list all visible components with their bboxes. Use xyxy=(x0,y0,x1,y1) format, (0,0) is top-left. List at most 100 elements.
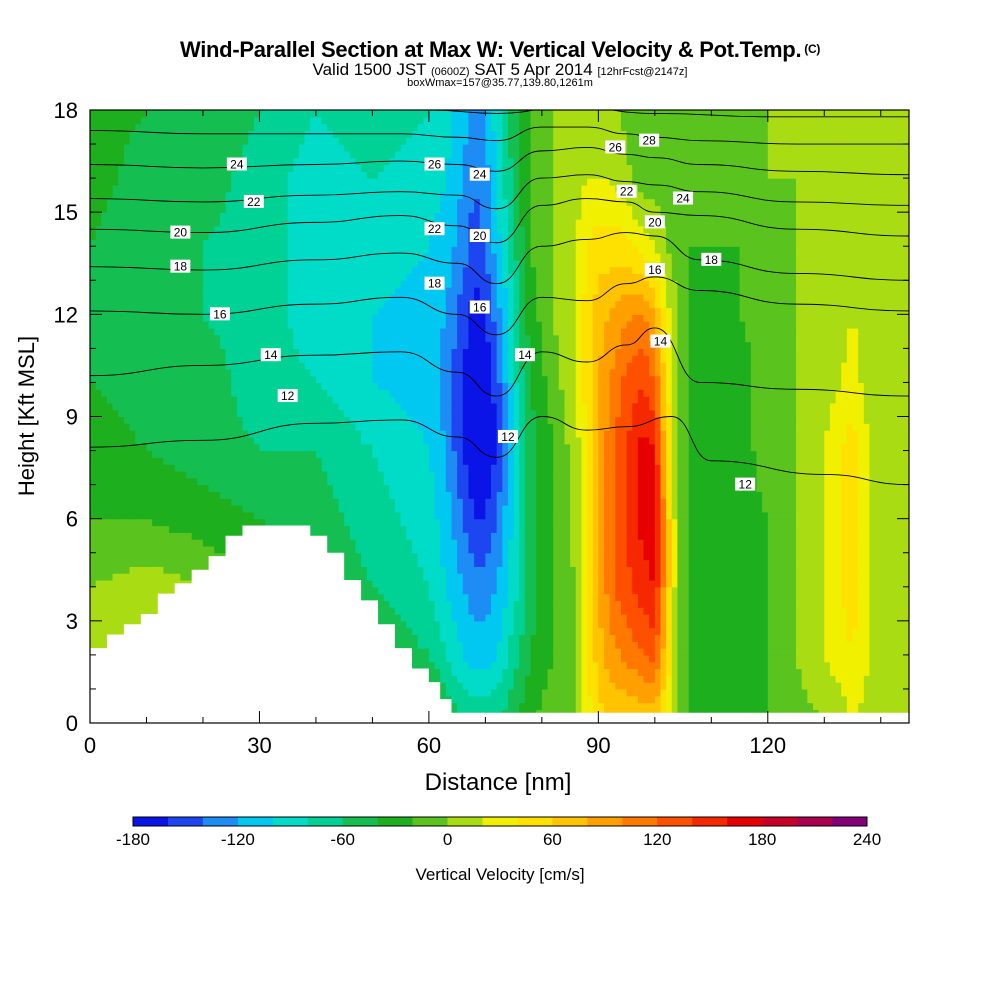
velocity-cell xyxy=(90,552,97,561)
velocity-cell xyxy=(451,552,458,561)
velocity-cell xyxy=(626,682,633,690)
velocity-cell xyxy=(858,518,865,527)
velocity-cell xyxy=(767,648,775,656)
velocity-cell xyxy=(186,573,193,581)
velocity-cell xyxy=(615,661,622,670)
velocity-cell xyxy=(892,525,899,533)
velocity-cell xyxy=(451,593,458,601)
velocity-cell xyxy=(191,511,198,520)
velocity-cell xyxy=(739,688,746,697)
velocity-cell xyxy=(383,484,390,493)
velocity-cell xyxy=(140,607,148,615)
velocity-cell xyxy=(389,545,396,554)
velocity-cell xyxy=(705,593,712,601)
velocity-cell xyxy=(603,695,611,704)
velocity-cell xyxy=(711,505,718,513)
velocity-cell xyxy=(812,559,820,567)
velocity-cell xyxy=(428,648,436,656)
velocity-cell xyxy=(790,566,797,574)
velocity-cell xyxy=(858,586,865,595)
velocity-cell xyxy=(355,559,362,567)
velocity-cell xyxy=(796,593,803,601)
velocity-cell xyxy=(812,491,820,499)
velocity-cell xyxy=(383,614,390,622)
velocity-cell xyxy=(355,539,362,547)
velocity-cell xyxy=(654,566,662,574)
velocity-cell xyxy=(779,675,786,683)
velocity-cell xyxy=(677,682,684,690)
velocity-cell xyxy=(417,654,424,663)
velocity-cell xyxy=(547,675,554,683)
velocity-cell xyxy=(564,525,571,533)
velocity-cell xyxy=(90,600,97,608)
velocity-cell xyxy=(818,668,825,676)
velocity-cell xyxy=(773,627,780,636)
velocity-cell xyxy=(875,688,882,697)
velocity-cell xyxy=(796,552,803,561)
velocity-cell xyxy=(750,675,758,683)
velocity-cell xyxy=(186,566,193,574)
velocity-cell xyxy=(824,545,831,554)
velocity-cell xyxy=(767,641,775,649)
velocity-cell xyxy=(875,552,882,561)
velocity-cell xyxy=(581,675,588,683)
velocity-cell xyxy=(338,505,345,513)
velocity-cell xyxy=(869,620,876,629)
velocity-cell xyxy=(129,518,136,527)
velocity-cell xyxy=(711,593,718,601)
velocity-cell xyxy=(434,654,441,663)
velocity-cell xyxy=(671,648,679,656)
velocity-cell xyxy=(790,620,797,629)
velocity-cell xyxy=(95,539,102,547)
velocity-cell xyxy=(152,600,159,608)
velocity-cell xyxy=(756,607,763,615)
velocity-cell xyxy=(282,505,289,513)
velocity-cell xyxy=(784,505,791,513)
velocity-cell xyxy=(502,607,509,615)
velocity-cell xyxy=(513,702,520,710)
velocity-cell xyxy=(395,566,402,574)
velocity-cell xyxy=(756,545,763,554)
velocity-cell xyxy=(688,552,695,561)
velocity-cell xyxy=(383,566,390,574)
velocity-cell xyxy=(474,491,481,499)
velocity-cell xyxy=(513,491,520,499)
velocity-cell xyxy=(231,525,238,533)
velocity-cell xyxy=(423,661,430,670)
velocity-cell xyxy=(265,505,272,513)
velocity-cell xyxy=(462,682,470,690)
velocity-cell xyxy=(880,579,888,588)
velocity-cell xyxy=(423,566,430,574)
velocity-cell xyxy=(609,593,616,601)
velocity-cell xyxy=(683,586,690,595)
velocity-cell xyxy=(101,579,108,588)
velocity-cell xyxy=(649,505,656,513)
velocity-cell xyxy=(445,539,453,547)
velocity-cell xyxy=(524,593,532,601)
velocity-cell xyxy=(807,627,814,636)
velocity-cell xyxy=(440,552,447,561)
velocity-cell xyxy=(807,654,814,663)
velocity-cell xyxy=(135,491,142,499)
velocity-cell xyxy=(202,491,210,499)
velocity-cell xyxy=(519,545,526,554)
velocity-cell xyxy=(101,607,108,615)
velocity-cell xyxy=(135,532,142,540)
velocity-cell xyxy=(700,539,707,547)
velocity-cell xyxy=(327,491,334,499)
velocity-cell xyxy=(186,484,193,493)
velocity-cell xyxy=(575,661,582,670)
velocity-cell xyxy=(745,634,752,642)
velocity-cell xyxy=(457,648,464,656)
velocity-cell xyxy=(654,600,662,608)
velocity-cell xyxy=(474,525,481,533)
velocity-cell xyxy=(157,539,165,547)
velocity-cell xyxy=(558,648,566,656)
velocity-cell xyxy=(626,675,633,683)
velocity-cell xyxy=(869,702,876,710)
velocity-cell xyxy=(434,552,441,561)
velocity-cell xyxy=(592,586,599,595)
velocity-cell xyxy=(745,559,752,567)
velocity-cell xyxy=(637,559,645,567)
velocity-cell xyxy=(253,518,261,527)
